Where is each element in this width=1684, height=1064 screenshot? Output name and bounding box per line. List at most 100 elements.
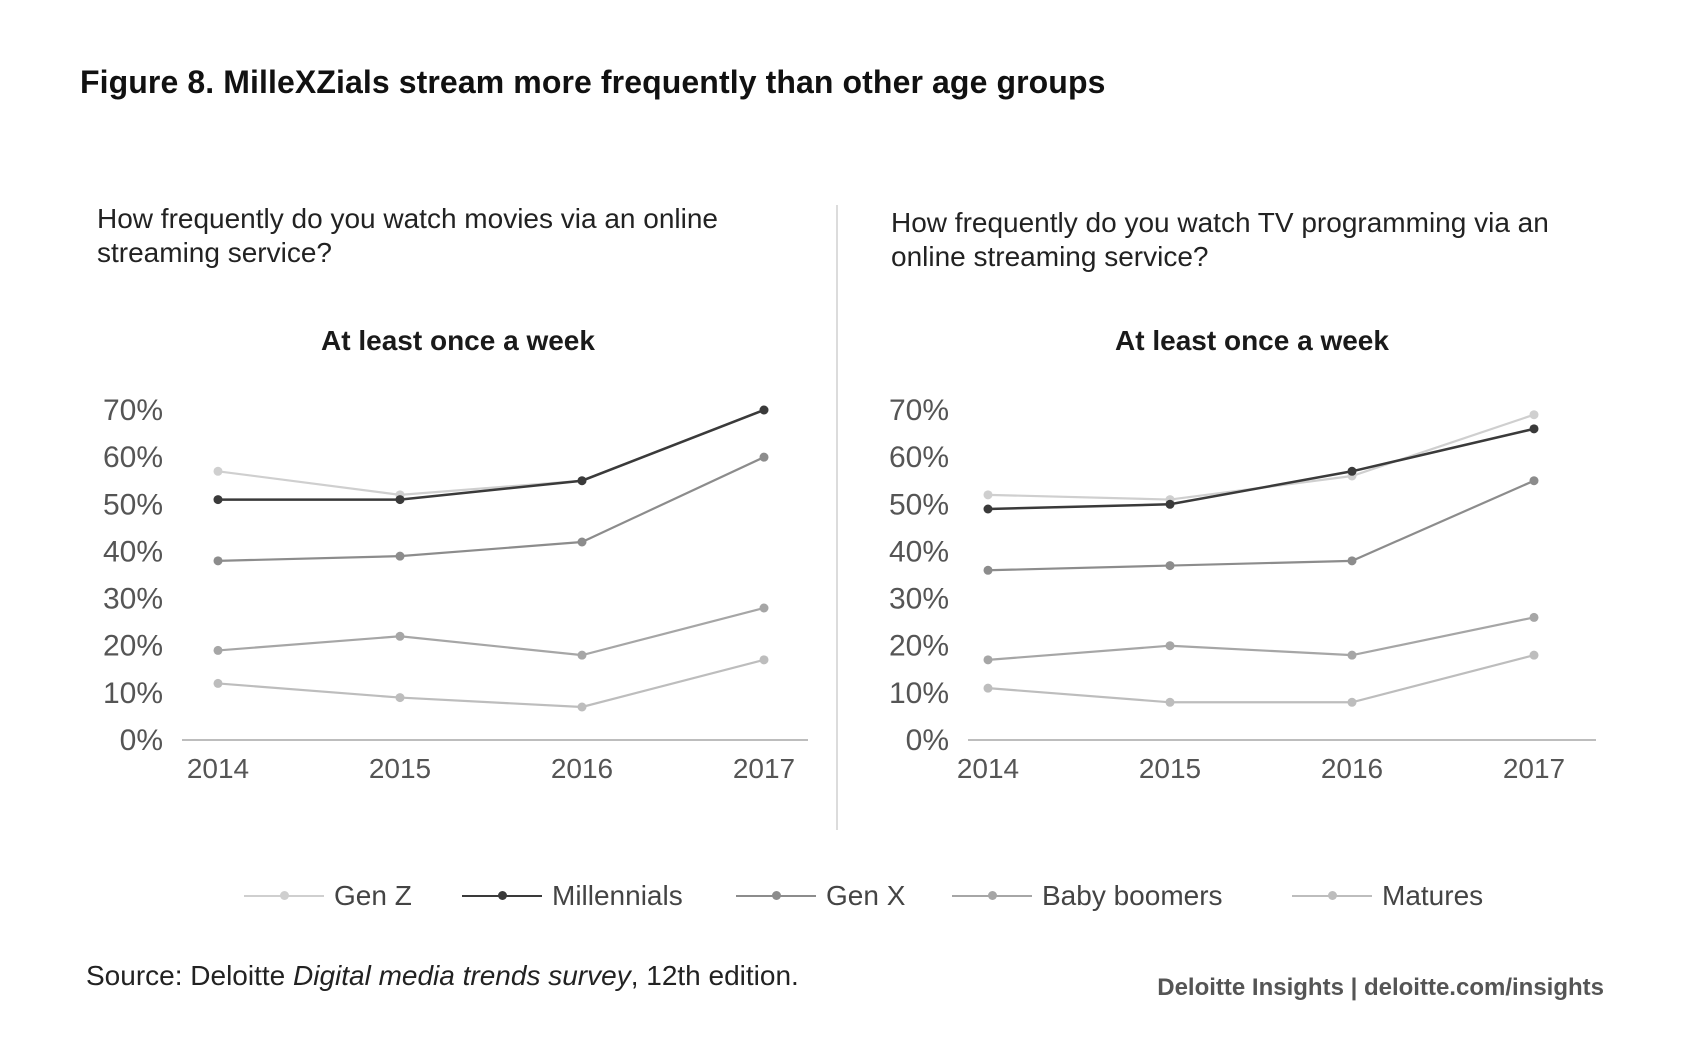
legend-marker <box>772 891 781 900</box>
data-point <box>1347 650 1357 660</box>
data-point <box>395 495 405 505</box>
data-point <box>1529 612 1539 622</box>
x-tick-label: 2014 <box>957 753 1019 784</box>
data-point <box>983 504 993 514</box>
legend-swatch <box>736 891 816 900</box>
legend-swatch <box>1292 891 1372 900</box>
y-tick-label: 0% <box>906 724 949 757</box>
source-prefix: Source: Deloitte <box>86 960 293 991</box>
data-point <box>213 556 223 566</box>
data-point <box>983 490 993 500</box>
legend-label: Matures <box>1382 880 1484 911</box>
data-point <box>213 495 223 505</box>
data-point <box>213 678 223 688</box>
y-tick-label: 50% <box>103 488 163 521</box>
y-tick-label: 40% <box>103 535 163 568</box>
data-point <box>577 650 587 660</box>
legend-marker <box>1328 891 1337 900</box>
right-line-chart: At least once a week 0% 10% 20% 30% 40% 50% 60%… <box>889 325 1596 784</box>
right-chart-question: How frequently do you watch TV programmi… <box>891 207 1549 272</box>
left-chart-question: How frequently do you watch movies via a… <box>97 203 719 268</box>
y-tick-label: 60% <box>103 441 163 474</box>
series-line-millennials <box>218 408 765 501</box>
data-point <box>1165 499 1175 509</box>
data-point <box>1529 424 1539 434</box>
data-point <box>1165 641 1175 651</box>
x-tick-label: 2015 <box>369 753 431 784</box>
legend-item-gen-z: Gen Z <box>244 876 412 916</box>
y-tick-label: 10% <box>103 677 163 710</box>
y-tick-label: 70% <box>103 394 163 427</box>
legend-label: Baby boomers <box>1042 880 1223 911</box>
source-note: Source: Deloitte Digital media trends su… <box>86 960 799 992</box>
data-point <box>1529 650 1539 660</box>
data-point <box>759 452 769 462</box>
chart-title: At least once a week <box>1115 325 1389 356</box>
data-point <box>1529 410 1539 420</box>
legend-swatch <box>244 891 324 900</box>
series-line-gen-x <box>217 456 765 562</box>
series-line-matures <box>987 654 1535 704</box>
chart-divider <box>836 205 838 830</box>
legend-swatch <box>952 891 1032 900</box>
data-point <box>759 405 769 415</box>
data-point <box>1529 476 1539 486</box>
y-tick-label: 0% <box>120 724 163 757</box>
data-point <box>395 551 405 561</box>
data-point <box>983 655 993 665</box>
publisher-credit: Deloitte Insights | deloitte.com/insight… <box>1157 974 1604 1001</box>
legend-marker <box>498 891 507 900</box>
legend-label: Gen Z <box>334 880 412 911</box>
legend-item-baby-boomers: Baby boomers <box>952 876 1223 916</box>
series-line-gen-z <box>217 408 765 496</box>
data-point <box>213 645 223 655</box>
data-point <box>1165 697 1175 707</box>
series-line-baby-boomers <box>987 616 1535 661</box>
series-line-baby-boomers <box>217 606 765 657</box>
data-point <box>213 466 223 476</box>
data-point <box>577 702 587 712</box>
data-point <box>395 693 405 703</box>
legend-item-gen-x: Gen X <box>736 876 905 916</box>
y-tick-label: 40% <box>889 535 949 568</box>
data-point <box>1347 697 1357 707</box>
series-line-gen-x <box>987 479 1535 572</box>
legend-swatch <box>462 891 542 900</box>
data-point <box>759 603 769 613</box>
data-point <box>577 537 587 547</box>
x-tick-label: 2014 <box>187 753 249 784</box>
data-point <box>1347 556 1357 566</box>
y-tick-label: 20% <box>889 630 949 663</box>
legend-item-millennials: Millennials <box>462 876 683 916</box>
x-tick-label: 2016 <box>551 753 613 784</box>
chart-title: At least once a week <box>321 325 595 356</box>
data-point <box>1165 561 1175 571</box>
data-point <box>395 631 405 641</box>
y-tick-label: 70% <box>889 394 949 427</box>
legend-item-matures: Matures <box>1292 876 1483 916</box>
legend-marker <box>280 891 289 900</box>
y-tick-label: 10% <box>889 677 949 710</box>
legend-label: Gen X <box>826 880 906 911</box>
y-tick-label: 50% <box>889 488 949 521</box>
legend-marker <box>988 891 997 900</box>
y-tick-label: 60% <box>889 441 949 474</box>
series-line-matures <box>217 658 765 709</box>
x-tick-label: 2015 <box>1139 753 1201 784</box>
x-tick-label: 2017 <box>733 753 795 784</box>
chart-legend: Gen Z Millennials Gen X Baby boomers Mat… <box>0 876 1684 916</box>
figure-title: Figure 8. MilleXZials stream more freque… <box>80 64 1106 100</box>
legend-label: Millennials <box>552 880 683 911</box>
x-tick-label: 2016 <box>1321 753 1383 784</box>
source-suffix: , 12th edition. <box>630 960 799 991</box>
y-tick-label: 20% <box>103 630 163 663</box>
y-tick-label: 30% <box>889 583 949 616</box>
data-point <box>759 655 769 665</box>
y-tick-label: 30% <box>103 583 163 616</box>
data-point <box>983 683 993 693</box>
x-tick-label: 2017 <box>1503 753 1565 784</box>
source-title: Digital media trends survey <box>293 960 631 991</box>
data-point <box>983 565 993 575</box>
data-point <box>1347 466 1357 476</box>
left-line-chart: At least once a week 0% 10% 20% 30% 40% 50% 60%… <box>103 325 808 784</box>
